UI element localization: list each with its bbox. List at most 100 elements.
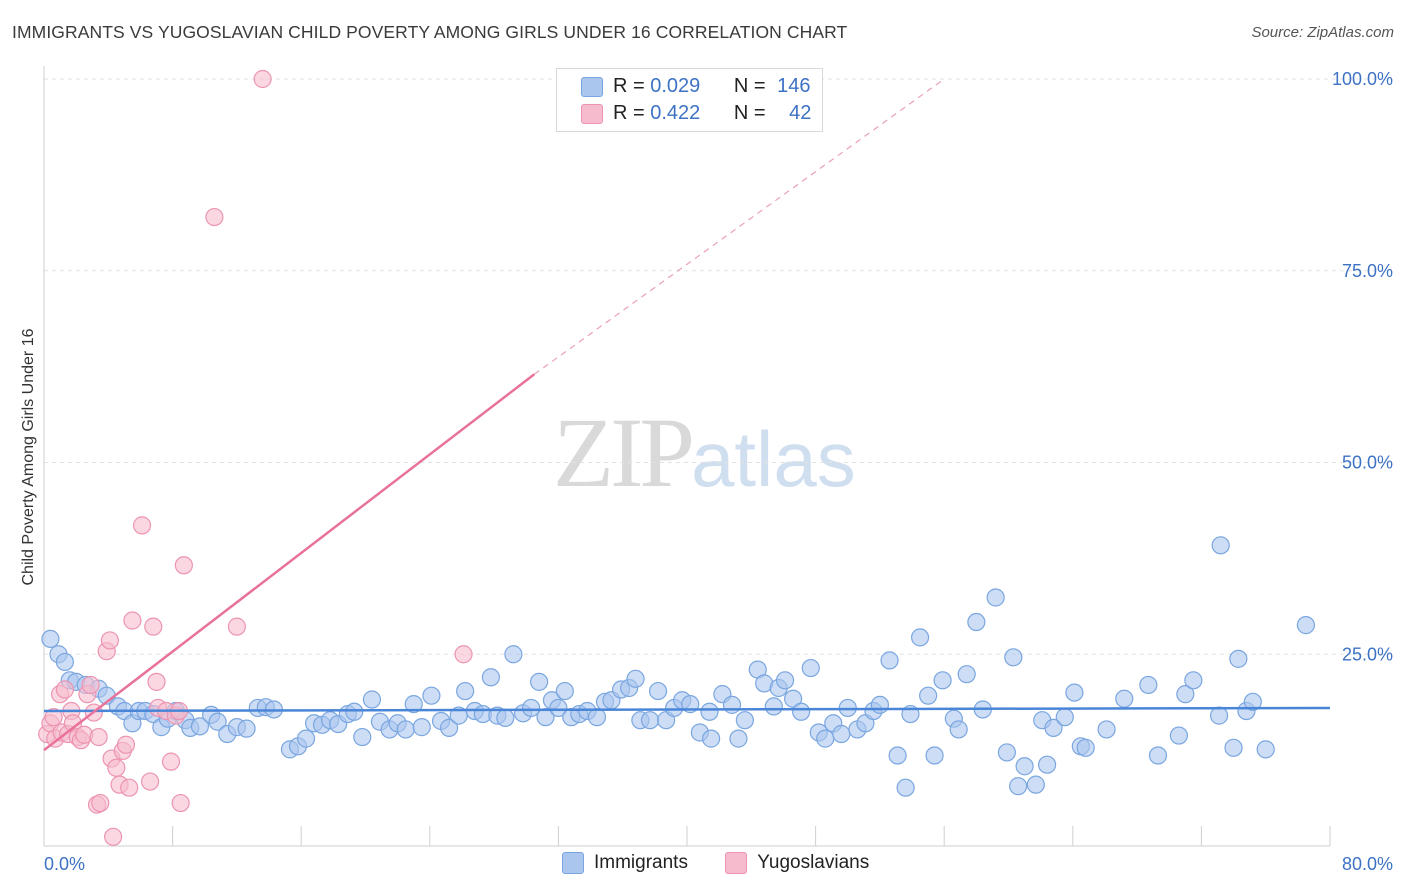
- immigrants-point: [1211, 536, 1230, 555]
- yugoslavians-point: [161, 752, 181, 771]
- immigrants-point: [1026, 775, 1045, 794]
- immigrants-point: [722, 695, 742, 714]
- immigrants-point: [933, 671, 952, 690]
- legend-r-label: R =: [613, 102, 645, 124]
- x-tick-label: 80.0%: [1342, 854, 1393, 874]
- yugoslavians-point: [44, 708, 63, 727]
- immigrants-point: [439, 718, 459, 737]
- immigrants-point: [587, 708, 607, 727]
- immigrants-point: [764, 697, 783, 716]
- immigrants-point: [910, 628, 930, 647]
- immigrants-point: [456, 681, 475, 701]
- immigrants-point: [555, 681, 574, 701]
- yugoslavians-point: [253, 69, 272, 89]
- immigrants-point: [1169, 726, 1188, 745]
- legend-label: Yugoslavians: [757, 852, 870, 873]
- immigrants-point: [870, 695, 890, 714]
- immigrants-point: [422, 686, 441, 705]
- yugoslavians-point: [123, 611, 142, 630]
- legend-row-yugoslavians: R = 0.422 N = 42: [581, 102, 811, 126]
- yugoslavians-point: [104, 827, 123, 846]
- immigrants-point: [783, 689, 803, 708]
- legend-row-immigrants: R = 0.029 N = 146: [581, 75, 811, 99]
- chart-title: IMMIGRANTS VS YUGOSLAVIAN CHILD POVERTY …: [12, 22, 848, 42]
- legend-swatch-yugoslavians: [581, 103, 603, 124]
- yugoslavians-point: [171, 793, 190, 813]
- immigrants-point: [775, 671, 795, 690]
- immigrants-point: [481, 668, 500, 687]
- immigrants-point: [648, 681, 668, 701]
- yugoslavians-point: [120, 778, 139, 797]
- legend-n-value: 42: [789, 102, 812, 124]
- immigrants-point: [700, 702, 719, 721]
- yugoslavians-point: [55, 680, 74, 699]
- immigrants-point: [1004, 648, 1023, 667]
- legend-label: Immigrants: [594, 852, 688, 873]
- immigrants-point: [208, 712, 227, 731]
- immigrants-point: [626, 669, 645, 688]
- immigrants-point: [1243, 692, 1262, 711]
- immigrants-point: [1209, 706, 1229, 725]
- immigrants-point: [404, 695, 423, 714]
- yugoslavians-point: [147, 672, 166, 691]
- immigrants-point: [1009, 777, 1028, 796]
- immigrants-point: [530, 672, 549, 691]
- immigrants-point: [1148, 746, 1168, 765]
- y-tick-label: 75.0%: [1342, 261, 1393, 281]
- immigrants-point: [896, 778, 915, 797]
- legend-n-value: 146: [777, 75, 811, 97]
- immigrants-point: [997, 743, 1016, 762]
- immigrants-point: [919, 686, 938, 705]
- yugoslavians-point: [107, 758, 126, 777]
- immigrants-point: [396, 720, 415, 739]
- immigrants-point: [1184, 671, 1203, 690]
- legend-r-value: 0.029: [650, 75, 701, 97]
- immigrants-point: [504, 645, 523, 664]
- yugoslavians-point: [227, 617, 246, 636]
- immigrants-point: [549, 698, 568, 718]
- immigrants-point: [957, 665, 976, 684]
- immigrants-point: [521, 698, 541, 718]
- legend-n-label: N =: [733, 102, 766, 124]
- immigrants-point: [702, 729, 721, 748]
- immigrants-point: [1115, 689, 1134, 708]
- immigrants-point: [190, 717, 210, 736]
- immigrants-point: [1296, 616, 1315, 635]
- yugoslavians-point: [174, 556, 193, 575]
- legend-r-label: R =: [613, 75, 645, 97]
- immigrants-point: [967, 612, 986, 632]
- immigrants-point: [362, 690, 382, 709]
- immigrants-point: [1229, 649, 1248, 668]
- watermark: ZIPatlas: [553, 395, 856, 510]
- immigrants-point: [880, 651, 899, 670]
- immigrants-point: [1076, 738, 1095, 757]
- immigrants-point: [237, 719, 256, 738]
- yugoslavians-point: [140, 772, 160, 791]
- immigrants-point: [949, 720, 968, 739]
- immigrants-point: [1065, 683, 1084, 702]
- legend-swatch-immigrants: [581, 76, 603, 97]
- legend-swatch: [725, 852, 748, 874]
- immigrants-point: [1176, 685, 1195, 704]
- immigrants-point: [640, 711, 660, 730]
- y-tick-label: 50.0%: [1342, 453, 1393, 473]
- yugoslavians-point: [205, 207, 224, 227]
- immigrants-point: [55, 652, 74, 672]
- immigrants-point: [801, 658, 820, 678]
- immigrants-point: [412, 718, 431, 737]
- immigrants-point: [816, 729, 835, 748]
- yugoslavians-point: [132, 516, 152, 535]
- immigrants-point: [345, 702, 364, 721]
- yugoslavians-point: [100, 631, 120, 650]
- source-credit: Source: ZipAtlas.com: [1251, 24, 1394, 41]
- immigrants-point: [986, 588, 1005, 607]
- watermark-zip: ZIP: [553, 397, 695, 508]
- immigrants-point: [1097, 720, 1116, 739]
- immigrants-point: [925, 746, 944, 765]
- yugoslavians-point: [81, 675, 100, 695]
- correlation-legend: R = 0.029 N = 146 R = 0.422 N = 42: [556, 68, 823, 132]
- yugoslavians-point: [89, 727, 108, 747]
- yugoslavians-point: [144, 617, 163, 636]
- immigrants-point: [1044, 718, 1063, 737]
